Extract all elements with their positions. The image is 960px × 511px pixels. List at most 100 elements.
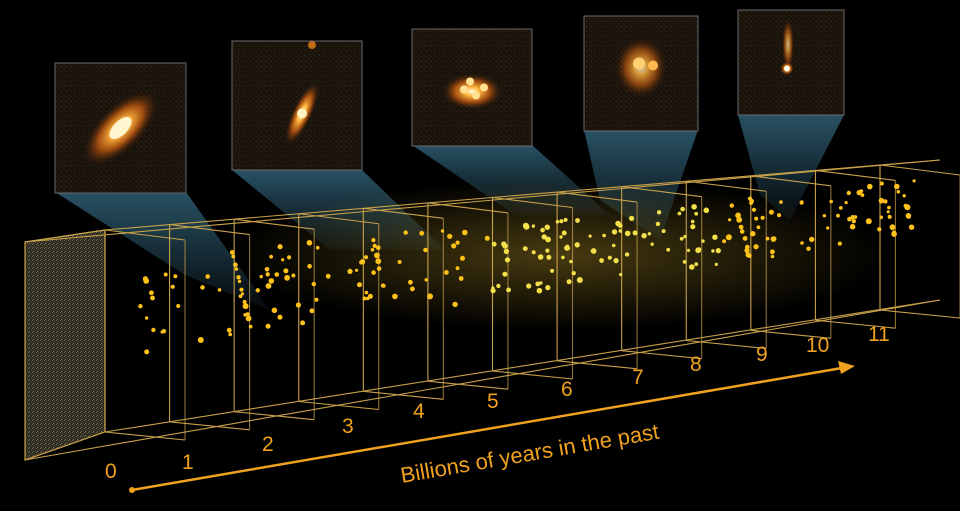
galaxy-dot: [265, 272, 270, 277]
galaxy-dot: [725, 234, 732, 241]
galaxy-image: [615, 37, 667, 98]
galaxy-dot: [392, 293, 398, 300]
galaxy-dot: [150, 295, 155, 301]
axis-tick-label: 1: [182, 451, 194, 474]
galaxy-dot: [325, 273, 331, 279]
galaxy-dot: [375, 258, 382, 265]
galaxy-dot: [259, 274, 263, 279]
galaxy-dot: [886, 210, 890, 214]
galaxy-dot: [712, 234, 718, 240]
galaxy-dot: [745, 252, 751, 258]
galaxy-dot: [641, 233, 647, 239]
slice-floor: [621, 350, 702, 360]
slice-top: [169, 224, 250, 236]
galaxy-dot: [451, 243, 457, 249]
galaxy-dot: [679, 236, 684, 241]
galaxy-dot: [315, 245, 320, 250]
slice-floor: [104, 431, 186, 441]
axis-start-dot: [129, 487, 135, 493]
slice-top: [298, 213, 379, 225]
galaxy-dot: [619, 272, 623, 277]
galaxy-dot: [749, 201, 754, 205]
galaxy-dot: [849, 223, 856, 230]
galaxy-dot: [690, 224, 696, 230]
galaxy-dot: [238, 294, 243, 299]
galaxy-dot: [576, 277, 583, 283]
galaxy-dot: [694, 211, 699, 216]
galaxy-dot: [455, 240, 460, 245]
galaxy-dot: [522, 246, 528, 252]
slice-floor: [234, 411, 315, 421]
galaxy-dot: [686, 248, 691, 252]
slice-floor: [879, 309, 960, 319]
galaxy-dot: [715, 248, 721, 254]
galaxy-dot: [742, 236, 748, 241]
galaxy-dot: [374, 252, 380, 259]
galaxy-insets: [54, 9, 845, 194]
galaxy-dot: [836, 213, 840, 218]
box-edge: [104, 159, 941, 231]
galaxy-dot: [269, 254, 273, 259]
galaxy-dot: [231, 254, 236, 259]
galaxy-dot: [144, 349, 150, 355]
galaxy-inset-4: [583, 15, 699, 132]
galaxy-dot: [427, 293, 433, 300]
galaxy-dot: [357, 282, 362, 288]
galaxy-dot: [714, 262, 718, 266]
galaxy-dot: [806, 246, 811, 251]
galaxy-dot: [800, 241, 804, 245]
galaxy-dot: [908, 224, 915, 230]
galaxy-dot: [200, 285, 205, 290]
galaxy-dot: [163, 272, 168, 277]
galaxy-dot: [590, 248, 597, 254]
galaxy-dot: [844, 201, 848, 205]
galaxy-dot: [444, 270, 449, 275]
galaxy-dot: [382, 284, 386, 288]
galaxy-dot: [809, 236, 815, 243]
galaxy-dot: [711, 249, 715, 253]
galaxy-dot: [877, 227, 882, 232]
time-axis: 0 1 2 3 4 5 6 7 8 9 10 11 Billions of years in the …: [105, 323, 890, 493]
galaxy-dot: [765, 236, 770, 241]
slice-top: [686, 180, 767, 192]
galaxy-dot: [613, 258, 619, 264]
galaxy-image: [442, 73, 502, 110]
galaxy-dot: [197, 337, 204, 343]
galaxy-dot: [837, 241, 842, 246]
inset-beam: [738, 115, 844, 220]
galaxy-dot: [738, 224, 744, 230]
galaxy-dot: [754, 216, 759, 221]
galaxy-dot: [566, 279, 572, 285]
galaxy-dot: [364, 290, 369, 295]
galaxy-dot: [756, 225, 761, 230]
galaxy-dot: [777, 213, 782, 218]
axis-tick-label: 3: [342, 415, 354, 438]
galaxy-dot: [629, 215, 635, 221]
galaxy-dot: [691, 204, 697, 210]
galaxy-dot: [504, 257, 511, 263]
galaxy-dot: [526, 283, 532, 289]
galaxy-dot: [283, 268, 289, 274]
galaxy-dot: [403, 230, 408, 235]
galaxy-dot: [255, 288, 260, 293]
galaxy-dot: [683, 234, 687, 239]
galaxy-dot: [371, 270, 376, 275]
galaxy-dot: [245, 315, 252, 322]
galaxy-dot: [682, 260, 687, 264]
galaxy-dot: [503, 248, 510, 255]
axis-tick-label: 9: [756, 343, 768, 366]
axis-tick-label: 5: [487, 390, 499, 413]
box-glow: [230, 180, 890, 330]
galaxy-dot: [309, 308, 315, 314]
galaxy-dot: [770, 249, 775, 255]
galaxy-image: [83, 90, 158, 166]
galaxy-dot: [559, 235, 563, 239]
galaxy-dot: [799, 200, 804, 205]
galaxy-dot: [274, 272, 280, 277]
axis-tick-label: 7: [632, 366, 644, 389]
galaxy-dot: [397, 260, 402, 264]
galaxy-dot: [291, 273, 296, 278]
axis-tick-label: 8: [690, 353, 702, 376]
galaxy-dot: [753, 244, 759, 250]
